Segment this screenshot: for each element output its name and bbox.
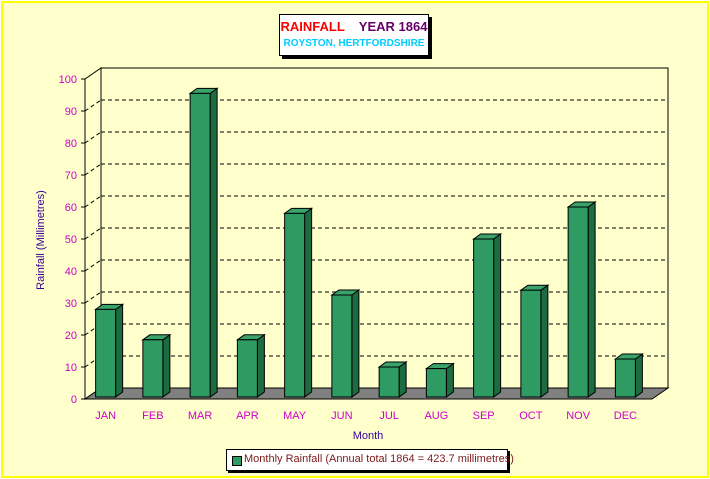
bar-side	[445, 362, 454, 398]
gridline-side	[84, 99, 102, 112]
bar	[284, 212, 306, 398]
legend-swatch	[232, 456, 242, 466]
bar-side	[634, 353, 643, 398]
x-tick-label: MAY	[283, 410, 307, 422]
bar-side	[209, 87, 218, 398]
y-tick-label: 30	[65, 298, 77, 310]
gridline-side	[84, 131, 102, 144]
bar-side	[256, 333, 265, 398]
gridline-side	[84, 227, 102, 240]
y-tick-label: 20	[65, 330, 77, 342]
bar	[378, 366, 400, 398]
gridline-side	[84, 163, 102, 176]
x-tick-label: OCT	[519, 410, 543, 422]
gridline-side	[84, 291, 102, 304]
gridline-side	[84, 259, 102, 272]
bar-side	[493, 233, 502, 398]
legend-label: Monthly Rainfall (Annual total 1864 = 42…	[244, 453, 514, 465]
title-rainfall: RAINFALL	[280, 19, 345, 34]
bar	[425, 368, 447, 398]
bar-side	[304, 207, 313, 398]
y-tick-label: 100	[59, 74, 77, 86]
y-tick-label: 50	[65, 234, 77, 246]
x-tick-label: JUN	[331, 410, 352, 422]
y-tick-label: 60	[65, 202, 77, 214]
y-tick-label: 80	[65, 138, 77, 150]
chart-title-box: RAINFALL YEAR 1864 ROYSTON, HERTFORDSHIR…	[279, 14, 429, 56]
x-tick-label: DEC	[614, 410, 637, 422]
y-axis-title: Rainfall (Millimetres)	[35, 190, 47, 290]
bar	[614, 358, 636, 398]
chart-subtitle: ROYSTON, HERTFORDSHIRE	[283, 38, 425, 49]
y-tick-label: 0	[71, 394, 77, 406]
bar	[236, 339, 258, 398]
bar	[567, 206, 589, 398]
x-tick-label: JAN	[95, 410, 116, 422]
bar	[142, 339, 164, 398]
x-tick-label: APR	[236, 410, 259, 422]
bar-side	[398, 361, 407, 398]
y-tick-label: 10	[65, 362, 77, 374]
x-tick-label: NOV	[566, 410, 591, 422]
x-tick-label: MAR	[188, 410, 213, 422]
title-year: YEAR 1864	[358, 19, 428, 34]
bar	[520, 289, 542, 398]
x-tick-label: AUG	[424, 410, 448, 422]
bar	[331, 294, 353, 398]
legend: Monthly Rainfall (Annual total 1864 = 42…	[226, 449, 514, 471]
y-tick-label: 70	[65, 170, 77, 182]
x-tick-label: SEP	[473, 410, 495, 422]
bar	[95, 308, 117, 398]
bar	[189, 92, 211, 398]
x-tick-label: FEB	[142, 410, 163, 422]
bar-side	[115, 303, 124, 398]
gridline-side	[84, 195, 102, 208]
x-axis-title: Month	[353, 430, 384, 442]
bar-side	[540, 284, 549, 398]
y-tick-label: 40	[65, 266, 77, 278]
x-tick-label: JUL	[379, 410, 399, 422]
bar-side	[587, 201, 596, 398]
y-tick-label: 90	[65, 106, 77, 118]
chart-title: RAINFALL YEAR 1864	[280, 19, 428, 34]
bar-side	[351, 289, 360, 398]
bar-side	[162, 333, 171, 398]
bar	[473, 238, 495, 398]
